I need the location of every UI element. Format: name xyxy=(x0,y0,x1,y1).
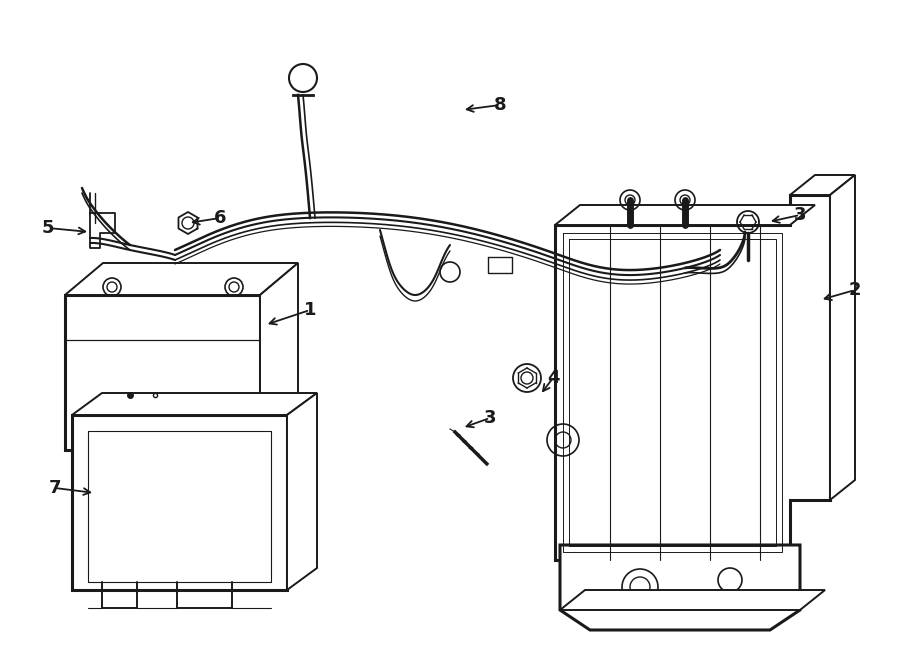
Polygon shape xyxy=(72,393,317,415)
Polygon shape xyxy=(260,263,298,450)
Text: 6: 6 xyxy=(214,209,226,227)
Polygon shape xyxy=(65,263,298,295)
Text: 2: 2 xyxy=(849,281,861,299)
Polygon shape xyxy=(555,195,830,560)
Polygon shape xyxy=(790,175,855,195)
Polygon shape xyxy=(830,175,855,500)
Polygon shape xyxy=(555,205,815,225)
Text: 1: 1 xyxy=(304,301,316,319)
Polygon shape xyxy=(72,415,287,590)
Text: 3: 3 xyxy=(484,409,496,427)
Polygon shape xyxy=(65,295,260,450)
Polygon shape xyxy=(287,393,317,590)
Text: 7: 7 xyxy=(49,479,61,497)
Polygon shape xyxy=(560,545,800,630)
Polygon shape xyxy=(560,590,825,610)
Text: 3: 3 xyxy=(794,206,806,224)
Text: 5: 5 xyxy=(41,219,54,237)
Text: 4: 4 xyxy=(547,369,559,387)
Text: 8: 8 xyxy=(494,96,507,114)
